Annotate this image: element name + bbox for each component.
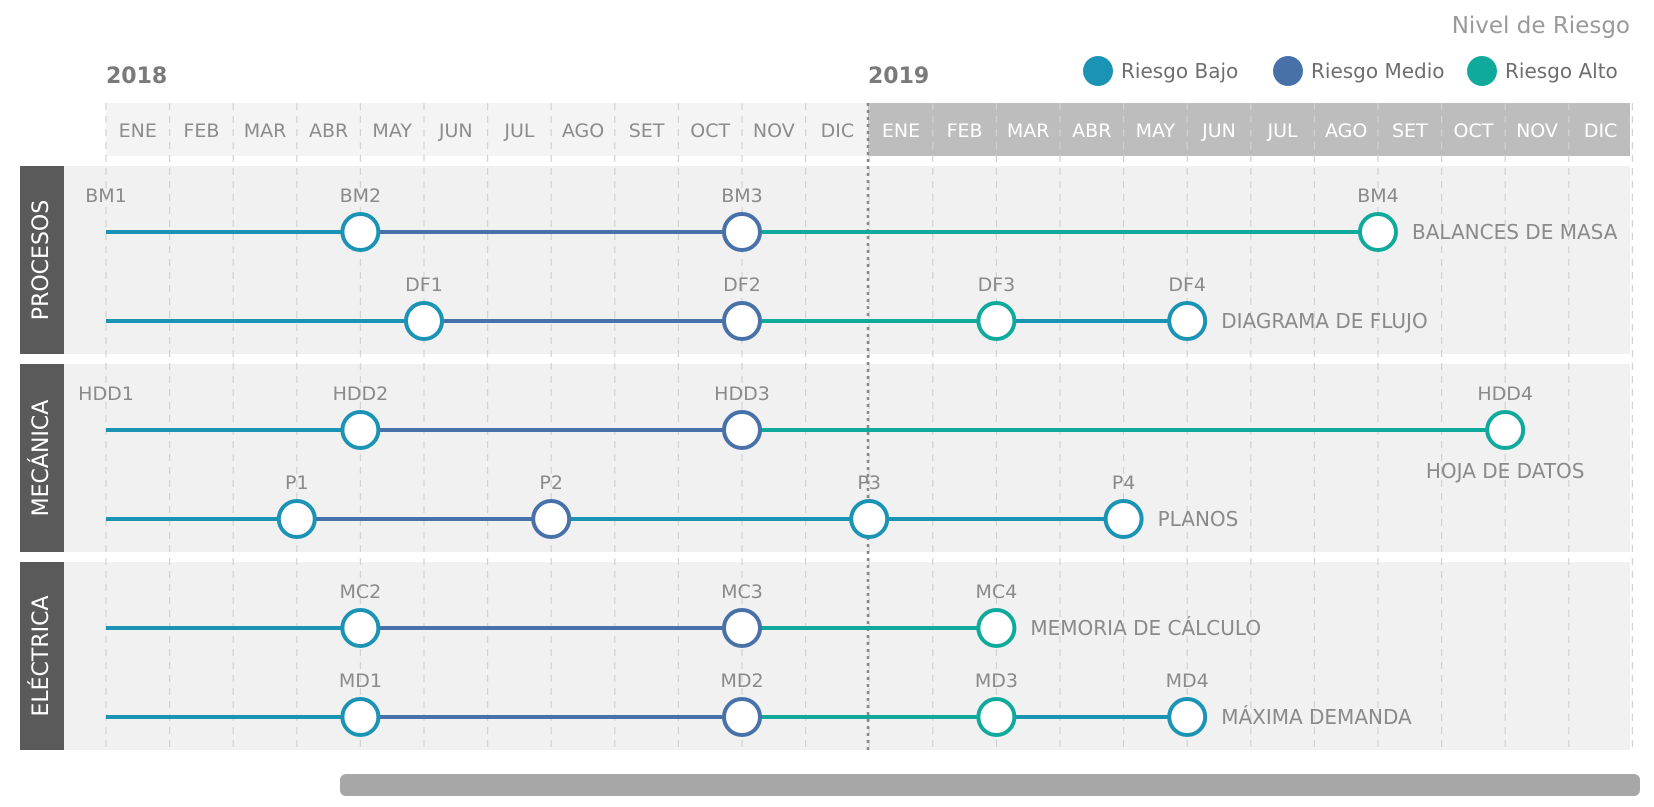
month-label-17: MAY bbox=[1136, 120, 1176, 142]
milestone-label-p2: P2 bbox=[539, 472, 563, 494]
month-label-12: DIC bbox=[821, 120, 855, 142]
month-label-6: JUN bbox=[438, 120, 473, 142]
milestone-node-md2[interactable] bbox=[722, 697, 762, 737]
month-label-1: ENE bbox=[119, 120, 157, 142]
milestone-node-p3[interactable] bbox=[849, 499, 890, 539]
milestone-label-hdd4: HDD4 bbox=[1477, 383, 1533, 405]
milestone-node-mc3[interactable] bbox=[722, 608, 762, 648]
milestone-label-hdd2: HDD2 bbox=[333, 383, 389, 405]
milestone-node-df1[interactable] bbox=[404, 301, 444, 341]
month-label-5: MAY bbox=[372, 120, 412, 142]
row-name: MEMORIA DE CÁLCULO bbox=[1030, 616, 1261, 640]
milestone-node-md3[interactable] bbox=[976, 697, 1017, 737]
month-label-18: JUN bbox=[1201, 120, 1236, 142]
milestone-node-md4[interactable] bbox=[1167, 697, 1208, 737]
month-label-3: MAR bbox=[244, 120, 287, 142]
milestone-node-p1[interactable] bbox=[276, 499, 317, 539]
section-label-2: MECÁNICA bbox=[28, 400, 54, 517]
milestone-label-df2: DF2 bbox=[723, 274, 761, 296]
milestone-node-p4[interactable] bbox=[1103, 499, 1144, 539]
milestone-node-mc4[interactable] bbox=[976, 608, 1017, 648]
month-label-21: SET bbox=[1392, 120, 1428, 142]
milestone-label-hdd3: HDD3 bbox=[714, 383, 770, 405]
row-name: PLANOS bbox=[1158, 507, 1239, 531]
month-label-14: FEB bbox=[947, 120, 983, 142]
horizontal-scrollbar[interactable] bbox=[340, 774, 1640, 796]
milestone-node-hdd2[interactable] bbox=[340, 410, 381, 450]
milestone-node-df2[interactable] bbox=[722, 301, 762, 341]
milestone-node-df4[interactable] bbox=[1167, 301, 1208, 341]
milestone-node-hdd4[interactable] bbox=[1485, 410, 1526, 450]
milestone-node-bm4[interactable] bbox=[1358, 212, 1398, 252]
row-name: BALANCES DE MASA bbox=[1412, 220, 1618, 244]
legend-1-label: Riesgo Bajo bbox=[1121, 59, 1238, 83]
milestone-label-p3: P3 bbox=[857, 472, 881, 494]
milestone-label-df4: DF4 bbox=[1168, 274, 1206, 296]
milestone-label-df3: DF3 bbox=[978, 274, 1016, 296]
milestone-label-bm1: BM1 bbox=[85, 185, 127, 207]
section-label-box-2 bbox=[20, 364, 64, 552]
month-label-7: JUL bbox=[503, 120, 535, 142]
month-label-19: JUL bbox=[1267, 120, 1299, 142]
month-label-4: ABR bbox=[309, 120, 348, 142]
month-label-23: NOV bbox=[1516, 120, 1558, 142]
legend-3-label: Riesgo Alto bbox=[1505, 59, 1618, 83]
milestone-node-df3[interactable] bbox=[976, 301, 1017, 341]
legend-2-label: Riesgo Medio bbox=[1311, 59, 1445, 83]
month-label-11: NOV bbox=[753, 120, 795, 142]
milestone-label-hdd1: HDD1 bbox=[78, 383, 134, 405]
milestone-node-p2[interactable] bbox=[531, 499, 572, 539]
year-2019-label: 2019 bbox=[868, 64, 929, 89]
legend-1-dot bbox=[1083, 56, 1113, 86]
milestone-label-md3: MD3 bbox=[975, 670, 1018, 692]
milestone-label-bm4: BM4 bbox=[1357, 185, 1399, 207]
milestone-node-bm3[interactable] bbox=[722, 212, 762, 252]
month-label-15: MAR bbox=[1007, 120, 1050, 142]
row-name: DIAGRAMA DE FLUJO bbox=[1221, 309, 1428, 333]
section-label-3: ELÉCTRICA bbox=[28, 595, 54, 716]
month-label-9: SET bbox=[629, 120, 665, 142]
milestone-label-mc2: MC2 bbox=[340, 581, 382, 603]
month-label-2: FEB bbox=[183, 120, 219, 142]
milestone-node-hdd3[interactable] bbox=[722, 410, 762, 450]
month-label-8: AGO bbox=[562, 120, 604, 142]
milestone-label-md2: MD2 bbox=[720, 670, 763, 692]
month-label-13: ENE bbox=[882, 120, 920, 142]
nivel-de-riesgo-title: Nivel de Riesgo bbox=[1452, 13, 1630, 39]
milestone-label-md1: MD1 bbox=[339, 670, 382, 692]
legend-2-dot bbox=[1273, 56, 1303, 86]
year-2018-label: 2018 bbox=[106, 64, 167, 89]
milestone-label-mc4: MC4 bbox=[976, 581, 1018, 603]
milestone-node-md1[interactable] bbox=[340, 697, 381, 737]
section-label-box-1 bbox=[20, 166, 64, 354]
section-label-1: PROCESOS bbox=[29, 200, 54, 320]
milestone-label-bm2: BM2 bbox=[340, 185, 382, 207]
milestone-label-p4: P4 bbox=[1112, 472, 1136, 494]
row-name: MÁXIMA DEMANDA bbox=[1221, 705, 1412, 729]
milestone-label-p1: P1 bbox=[285, 472, 309, 494]
milestone-label-df1: DF1 bbox=[405, 274, 443, 296]
milestone-node-bm2[interactable] bbox=[340, 212, 381, 252]
milestone-node-mc2[interactable] bbox=[340, 608, 381, 648]
header-band-2019 bbox=[868, 103, 1630, 156]
row-name: HOJA DE DATOS bbox=[1426, 459, 1585, 483]
milestone-label-bm3: BM3 bbox=[721, 185, 763, 207]
section-label-box-3 bbox=[20, 562, 64, 750]
month-label-24: DIC bbox=[1584, 120, 1618, 142]
month-label-22: OCT bbox=[1453, 120, 1493, 142]
milestone-label-md4: MD4 bbox=[1166, 670, 1209, 692]
month-label-16: ABR bbox=[1072, 120, 1111, 142]
legend-3-dot bbox=[1467, 56, 1497, 86]
month-label-20: AGO bbox=[1325, 120, 1367, 142]
month-label-10: OCT bbox=[690, 120, 730, 142]
milestone-label-mc3: MC3 bbox=[721, 581, 763, 603]
